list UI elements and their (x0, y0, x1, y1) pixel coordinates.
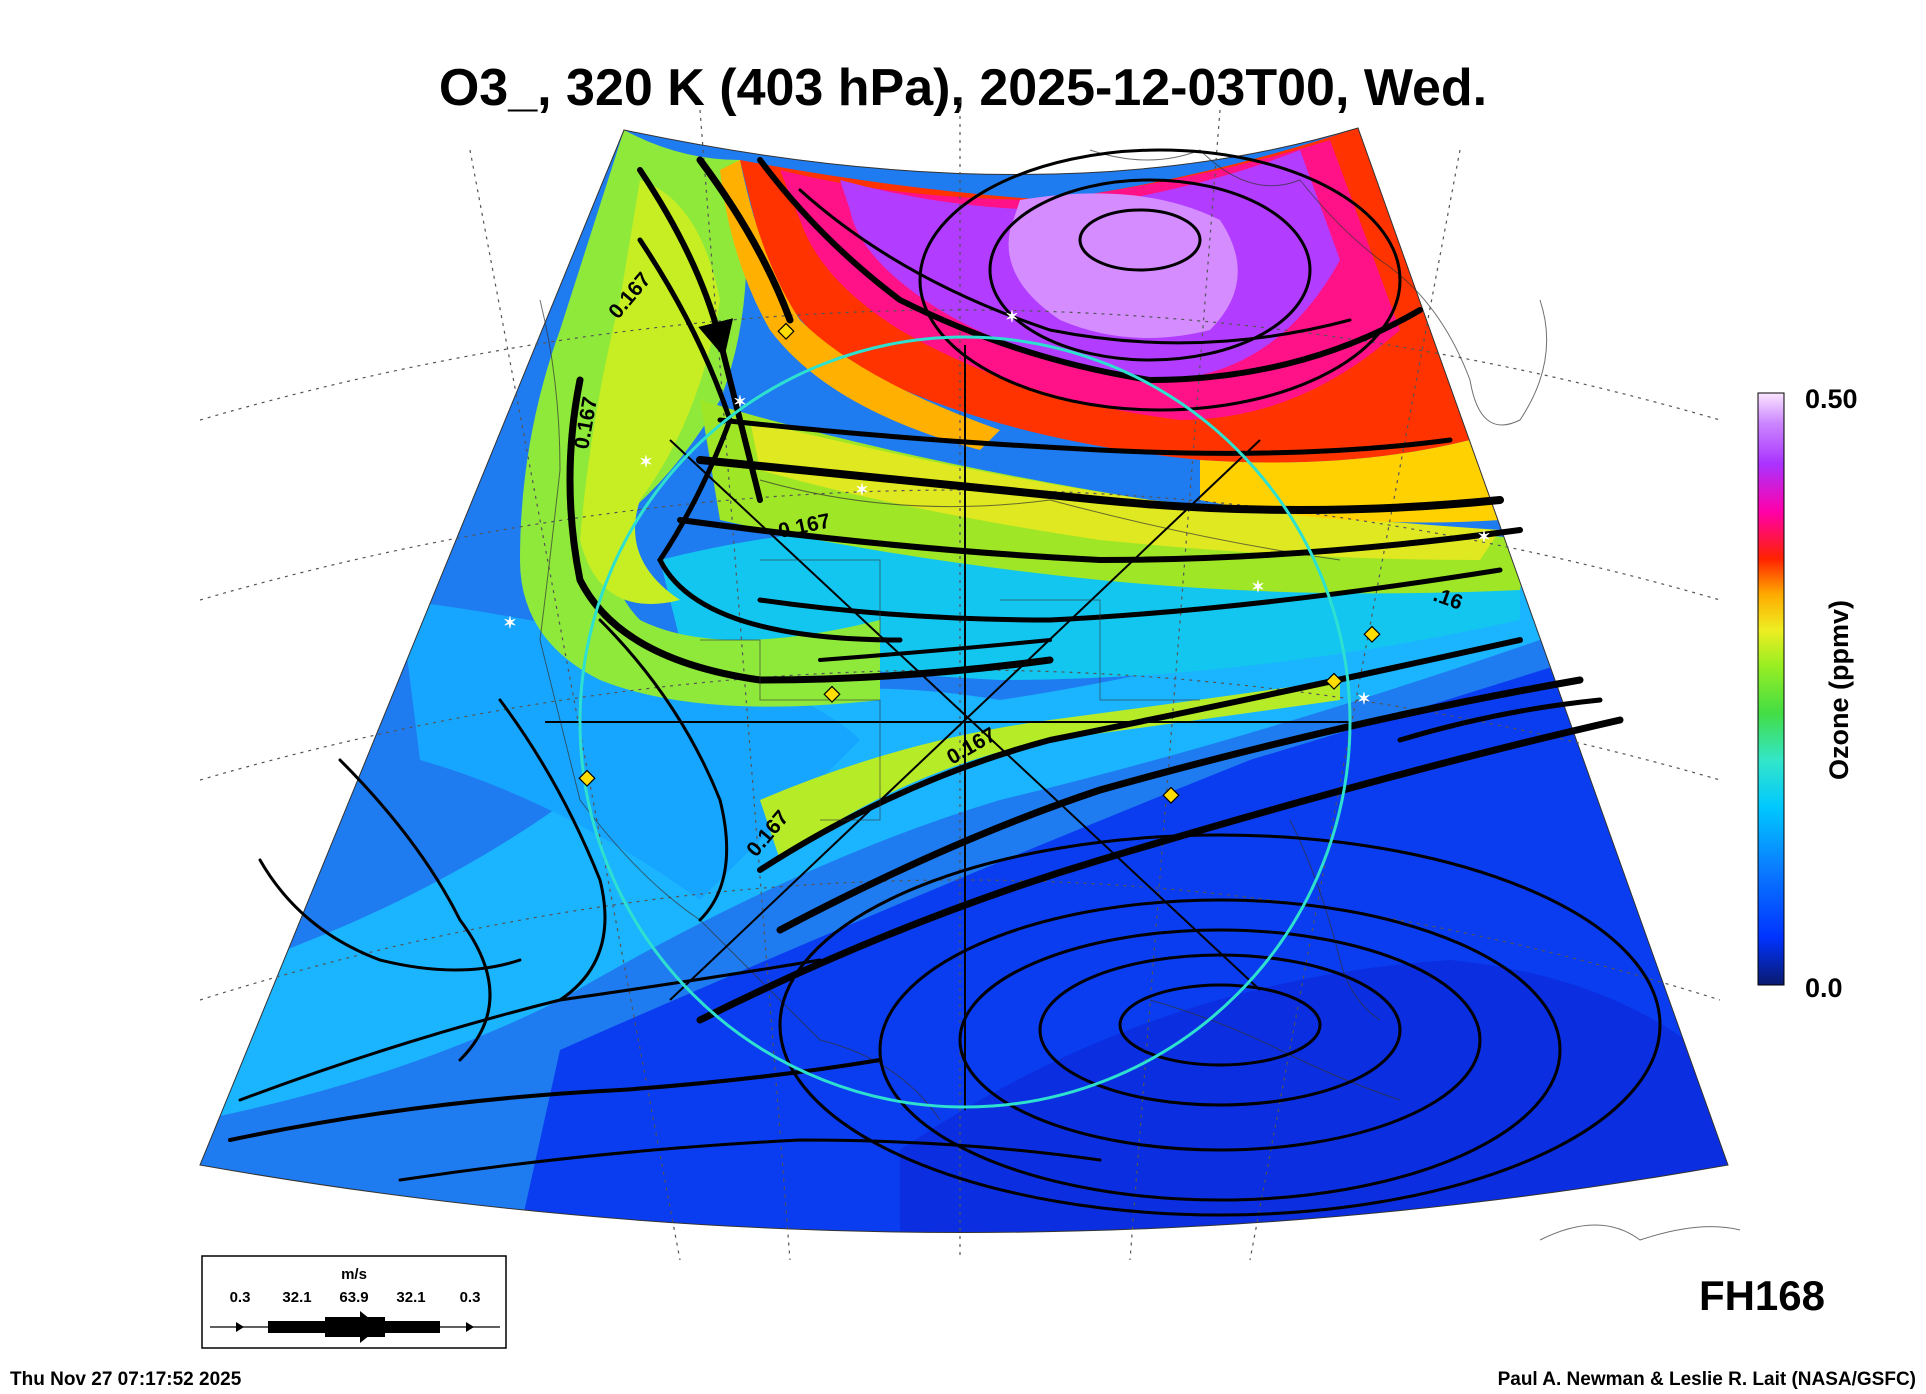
yellow-diamond-marker (1325, 672, 1343, 690)
wind-legend: m/s 0.3 32.1 63.9 32.1 0.3 (201, 1255, 507, 1349)
colorbar: 0.50 0.0 Ozone (ppmv) (1757, 384, 1858, 1003)
colorbar-gradient (1757, 392, 1785, 986)
reference-grid (545, 335, 1352, 1110)
white-star-marker: ✶ (1357, 691, 1370, 708)
wind-legend-unit: m/s (341, 1266, 367, 1283)
white-star-marker: ✶ (1005, 309, 1018, 326)
map-title: O3_, 320 K (403 hPa), 2025-12-03T00, Wed… (439, 59, 1487, 117)
wind-legend-value: 0.3 (230, 1289, 251, 1306)
coastlines (539, 149, 1741, 1241)
yellow-diamond-marker (777, 322, 795, 340)
white-star-marker: ✶ (1251, 579, 1264, 596)
wind-legend-value: 32.1 (282, 1289, 311, 1306)
yellow-diamond-marker (1363, 625, 1381, 643)
colorbar-title: Ozone (ppmv) (1824, 600, 1854, 780)
timestamp: Thu Nov 27 07:17:52 2025 (10, 1369, 242, 1390)
wind-legend-value: 32.1 (396, 1289, 425, 1306)
colorbar-min-label: 0.0 (1805, 973, 1843, 1003)
colorbar-max-label: 0.50 (1805, 384, 1858, 414)
yellow-diamond-marker (1162, 786, 1180, 804)
forecast-hour: FH168 (1699, 1272, 1825, 1319)
wind-legend-value: 0.3 (460, 1289, 481, 1306)
white-star-marker: ✶ (733, 394, 746, 411)
credit: Paul A. Newman & Leslie R. Lait (NASA/GS… (1498, 1369, 1916, 1390)
yellow-diamond-marker (823, 685, 841, 703)
station-markers: ✶ ✶ ✶ ✶ ✶ ✶ ✶ ✶ (503, 309, 1491, 804)
wind-legend-value: 63.9 (339, 1289, 368, 1306)
white-star-marker: ✶ (855, 482, 868, 499)
white-star-marker: ✶ (1477, 529, 1490, 546)
yellow-diamond-marker (578, 769, 596, 787)
streamlines (228, 148, 1662, 1217)
reference-circle (578, 335, 1352, 1109)
map-border (199, 127, 1729, 1233)
white-star-marker: ✶ (639, 454, 652, 471)
white-star-marker: ✶ (503, 615, 516, 632)
